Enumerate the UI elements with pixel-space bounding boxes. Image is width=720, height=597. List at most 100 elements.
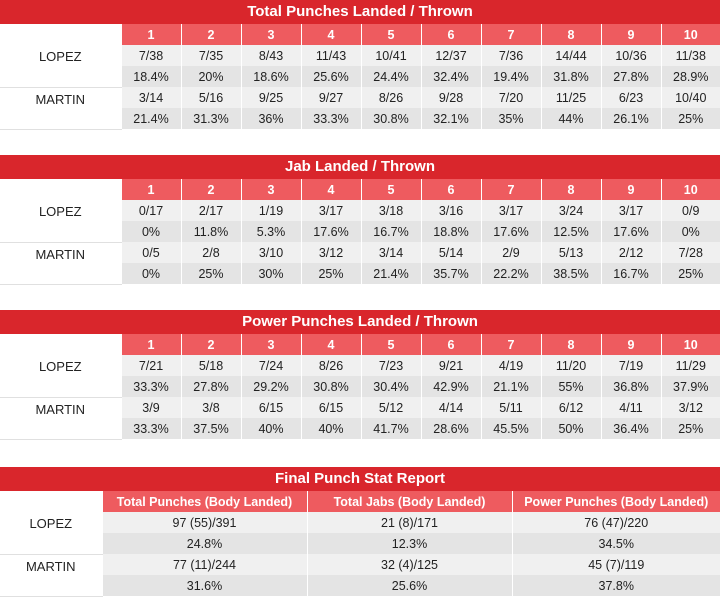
final-percent-cell: 37.8%	[511, 575, 720, 596]
final-percent-cell: 31.6%	[101, 575, 307, 596]
landed-cell: 3/14	[120, 87, 181, 108]
percent-cell: 0%	[120, 263, 181, 284]
landed-row: LOPEZ 7/38 7/35 8/43 11/43 10/41 12/37 7/36 14/4…	[0, 45, 720, 88]
percent-row: 33.3% 37.5% 40% 40% 41.7% 28.6% 45.5% 50% 36.4% 2…	[0, 418, 720, 439]
percent-cell: 36%	[240, 108, 301, 129]
landed-cell: 10/40	[660, 87, 720, 108]
landed-cell: 3/14	[360, 242, 421, 263]
fighter-name: LOPEZ	[0, 512, 102, 555]
landed-cell: 12/37	[420, 45, 481, 66]
final-percent-row: 24.8% 12.3% 34.5%	[0, 533, 720, 554]
fighter-name: MARTIN	[0, 554, 102, 597]
percent-cell: 25%	[180, 263, 241, 284]
percent-cell: 25%	[660, 418, 720, 439]
final-value-cell: 21 (8)/171	[306, 512, 512, 533]
round-header: 9	[600, 179, 661, 200]
landed-cell: 11/25	[540, 87, 601, 108]
percent-cell: 38.5%	[540, 263, 601, 284]
landed-cell: 2/8	[180, 242, 241, 263]
round-header: 1	[120, 334, 181, 355]
landed-cell: 5/18	[180, 355, 241, 376]
percent-cell: 36.8%	[600, 376, 661, 397]
percent-cell: 50%	[540, 418, 601, 439]
percent-row: 21.4% 31.3% 36% 33.3% 30.8% 32.1% 35% 44% 26.1% 2…	[0, 108, 720, 129]
percent-row: 0% 11.8% 5.3% 17.6% 16.7% 18.8% 17.6% 12.5% 17.6…	[0, 221, 720, 242]
percent-cell: 17.6%	[600, 221, 661, 242]
percent-cell: 26.1%	[600, 108, 661, 129]
round-header: 5	[360, 24, 421, 45]
round-header: 2	[180, 179, 241, 200]
landed-cell: 3/24	[540, 200, 601, 221]
landed-cell: 11/20	[540, 355, 601, 376]
stat-table-section: Total Punches Landed / Thrown 1 2 3 4 5 6 7 8 9 10…	[0, 0, 720, 130]
final-value-cell: 32 (4)/125	[306, 554, 512, 575]
percent-row: 0% 25% 30% 25% 21.4% 35.7% 22.2% 38.5% 16.7% 25%	[0, 263, 720, 284]
round-header: 4	[300, 179, 361, 200]
round-header: 10	[660, 179, 720, 200]
final-report-title: Final Punch Stat Report	[0, 467, 720, 491]
percent-cell: 11.8%	[180, 221, 241, 242]
round-header: 3	[240, 24, 301, 45]
percent-cell: 5.3%	[240, 221, 301, 242]
landed-cell: 7/35	[180, 45, 241, 66]
landed-cell: 11/29	[660, 355, 720, 376]
percent-cell: 28.9%	[660, 66, 720, 87]
percent-cell: 31.3%	[180, 108, 241, 129]
percent-cell: 55%	[540, 376, 601, 397]
header-blank	[0, 179, 121, 200]
round-header: 4	[300, 24, 361, 45]
landed-cell: 2/17	[180, 200, 241, 221]
final-column-header: Power Punches (Body Landed)	[511, 491, 720, 512]
landed-cell: 4/19	[480, 355, 541, 376]
landed-cell: 0/17	[120, 200, 181, 221]
percent-cell: 45.5%	[480, 418, 541, 439]
header-blank	[0, 491, 102, 512]
round-header: 10	[660, 24, 720, 45]
landed-cell: 7/21	[120, 355, 181, 376]
stat-table-section: Power Punches Landed / Thrown 1 2 3 4 5 6 7 8 9 10…	[0, 310, 720, 440]
final-value-cell: 76 (47)/220	[511, 512, 720, 533]
percent-cell: 17.6%	[300, 221, 361, 242]
percent-cell: 36.4%	[600, 418, 661, 439]
landed-cell: 5/13	[540, 242, 601, 263]
percent-cell: 29.2%	[240, 376, 301, 397]
landed-cell: 7/38	[120, 45, 181, 66]
landed-cell: 7/36	[480, 45, 541, 66]
round-header: 3	[240, 179, 301, 200]
round-header: 10	[660, 334, 720, 355]
final-values-row: MARTIN 77 (11)/244 32 (4)/125 45 (7)/119	[0, 554, 720, 597]
percent-cell: 17.6%	[480, 221, 541, 242]
table-title: Total Punches Landed / Thrown	[0, 0, 720, 24]
round-header: 7	[480, 24, 541, 45]
percent-cell: 31.8%	[540, 66, 601, 87]
percent-cell: 44%	[540, 108, 601, 129]
landed-cell: 7/24	[240, 355, 301, 376]
round-header-row: 1 2 3 4 5 6 7 8 9 10	[0, 334, 720, 355]
final-percent-cell: 34.5%	[511, 533, 720, 554]
fighter-name: LOPEZ	[0, 200, 121, 243]
percent-cell: 41.7%	[360, 418, 421, 439]
landed-row: LOPEZ 7/21 5/18 7/24 8/26 7/23 9/21 4/19 11/20 7/…	[0, 355, 720, 398]
percent-cell: 27.8%	[180, 376, 241, 397]
percent-cell: 35.7%	[420, 263, 481, 284]
final-percent-cell: 24.8%	[101, 533, 307, 554]
landed-cell: 3/12	[300, 242, 361, 263]
percent-cell: 30.4%	[360, 376, 421, 397]
round-header: 2	[180, 334, 241, 355]
landed-cell: 3/12	[660, 397, 720, 418]
percent-cell: 21.4%	[120, 108, 181, 129]
landed-cell: 6/12	[540, 397, 601, 418]
landed-cell: 3/18	[360, 200, 421, 221]
landed-cell: 3/10	[240, 242, 301, 263]
landed-cell: 3/8	[180, 397, 241, 418]
landed-cell: 2/9	[480, 242, 541, 263]
landed-cell: 14/44	[540, 45, 601, 66]
landed-cell: 3/17	[600, 200, 661, 221]
landed-cell: 3/16	[420, 200, 481, 221]
landed-cell: 7/19	[600, 355, 661, 376]
landed-cell: 2/12	[600, 242, 661, 263]
landed-cell: 10/41	[360, 45, 421, 66]
percent-cell: 33.3%	[120, 376, 181, 397]
percent-cell: 0%	[660, 221, 720, 242]
landed-cell: 5/12	[360, 397, 421, 418]
